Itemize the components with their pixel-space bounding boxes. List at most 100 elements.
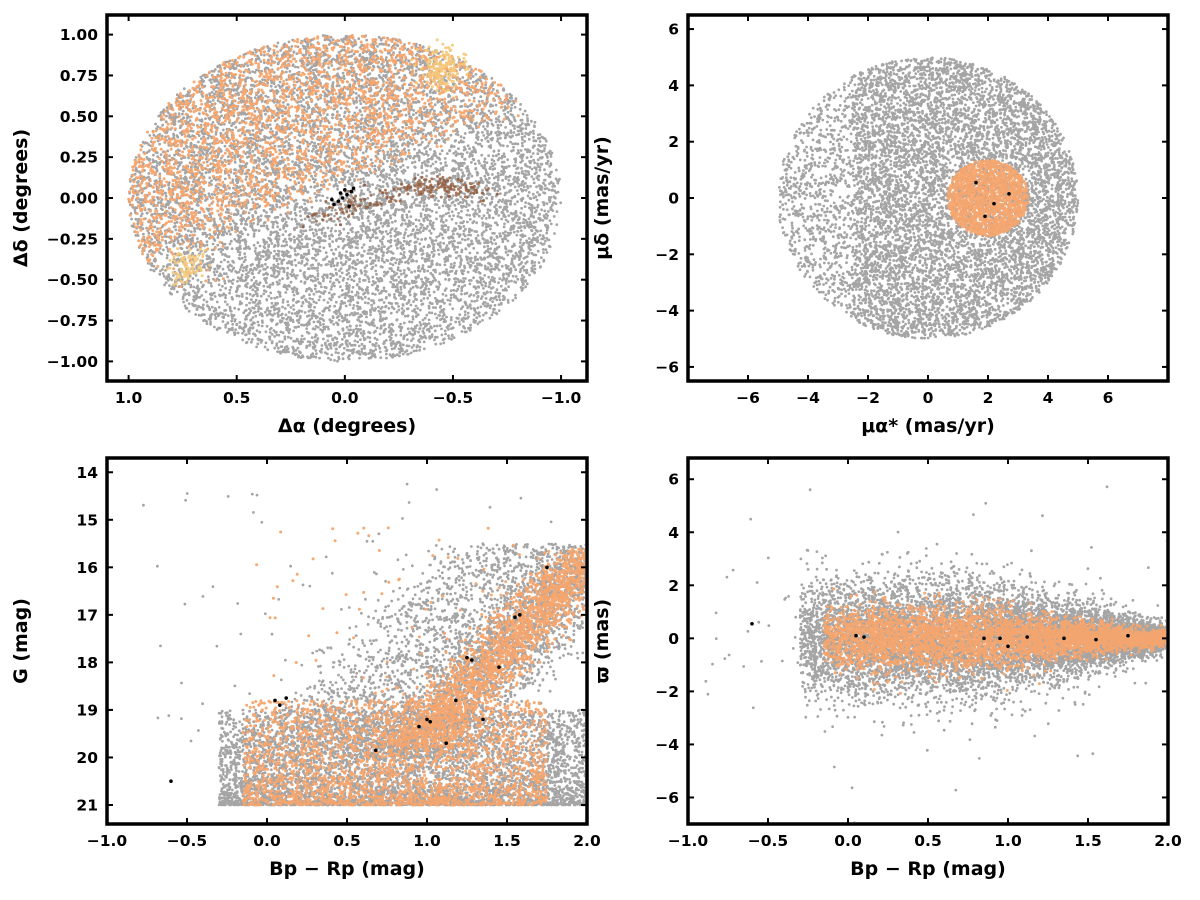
cmd-xtick-label: 1.5 xyxy=(493,832,520,850)
cmd-member-point xyxy=(481,718,485,722)
plx-member-point xyxy=(750,622,754,626)
sky-ytick-label: 0.75 xyxy=(60,67,98,85)
cmd-xtick-label: 0.0 xyxy=(253,832,281,850)
pm-ytick-label: −6 xyxy=(655,358,679,376)
sky-member-point xyxy=(337,199,341,203)
plx-member-point xyxy=(1094,638,1098,642)
sky-ytick-label: −1.00 xyxy=(47,353,98,371)
sky-member-point xyxy=(339,191,343,195)
sky-member-point xyxy=(347,204,351,208)
plx-ylabel: ϖ (mas) xyxy=(591,599,613,683)
cmd-member-point xyxy=(470,658,474,662)
plx-ytick-label: −6 xyxy=(655,789,679,807)
cmd-member-point xyxy=(273,699,277,703)
sky-ytick-label: −0.25 xyxy=(47,230,98,248)
plx-member-point xyxy=(1025,635,1029,639)
clip-cmd-marks xyxy=(142,483,588,807)
cmd-ylabel: G (mag) xyxy=(10,598,32,684)
sky-ytick-label: 0.50 xyxy=(60,108,98,126)
sky-member-point xyxy=(345,193,349,197)
cmd-member-point xyxy=(428,720,432,724)
pm-xtick-label: 0 xyxy=(923,389,934,407)
plx-xtick-label: −1.0 xyxy=(668,832,709,850)
pm-member-point xyxy=(992,202,996,206)
cmd-member-point xyxy=(465,656,469,660)
pm-ytick-label: 4 xyxy=(668,77,679,95)
pm-xtick-label: 4 xyxy=(1043,389,1054,407)
clip-pm-marks xyxy=(778,56,1079,339)
cmd-xtick-label: 2.0 xyxy=(573,832,601,850)
cmd-ytick-label: 18 xyxy=(76,654,98,672)
cmd-ytick-label: 20 xyxy=(76,749,98,767)
sky-ylabel: Δδ (degrees) xyxy=(10,129,32,267)
pm-xtick-label: −2 xyxy=(856,389,880,407)
cmd-member-point xyxy=(545,566,549,570)
plx-ytick-label: 6 xyxy=(668,471,679,489)
panel-sky: 1.0 0.5 0.0 −0.5 −1.01.000.750.500.250.00−0.… xyxy=(10,15,587,437)
sky-ytick-label: 1.00 xyxy=(60,26,98,44)
pm-member-point xyxy=(1007,192,1011,196)
cmd-member-point xyxy=(169,779,173,783)
pm-ytick-label: −4 xyxy=(655,302,679,320)
cmd-member-point xyxy=(454,699,458,703)
clip-plx-marks xyxy=(704,485,1169,831)
cmd-member-point xyxy=(497,665,501,669)
cmd-ytick-label: 14 xyxy=(76,464,98,482)
sky-xtick-label: 0.0 xyxy=(331,389,359,407)
cmd-ytick-label: 16 xyxy=(76,559,98,577)
plx-member-point xyxy=(998,637,1002,641)
pm-ytick-label: −2 xyxy=(655,246,679,264)
pm-ytick-label: 0 xyxy=(668,190,679,208)
sky-xtick-label: 0.5 xyxy=(223,389,250,407)
cmd-ytick-label: 19 xyxy=(76,701,98,719)
cmd-member-point xyxy=(444,741,448,745)
plx-ytick-label: 0 xyxy=(668,630,679,648)
plx-member-point xyxy=(854,634,858,638)
pm-xtick-label: −6 xyxy=(736,389,760,407)
pm-ylabel: μδ (mas/yr) xyxy=(591,136,613,260)
cmd-ytick-label: 21 xyxy=(76,796,98,814)
pm-ytick-label: 6 xyxy=(668,21,679,39)
cmd-xtick-label: 1.0 xyxy=(413,832,441,850)
sky-member-point xyxy=(330,198,334,202)
pm-xtick-label: 6 xyxy=(1103,389,1114,407)
plx-xtick-label: 0.5 xyxy=(914,832,941,850)
plx-ytick-label: 2 xyxy=(668,577,679,595)
sky-member-point xyxy=(352,186,356,190)
plx-member-point xyxy=(1062,637,1066,641)
pm-member-point xyxy=(983,215,987,219)
cmd-xtick-label: −0.5 xyxy=(167,832,207,850)
pm-member-point xyxy=(974,181,978,185)
plx-member-point xyxy=(982,637,986,641)
cmd-ytick-label: 15 xyxy=(76,511,98,529)
cmd-member-point xyxy=(284,696,288,700)
plx-ytick-label: −4 xyxy=(655,736,679,754)
plx-member-point xyxy=(1126,634,1130,638)
plx-ytick-label: 4 xyxy=(668,524,679,542)
pm-xtick-label: 2 xyxy=(983,389,994,407)
cmd-xlabel: Bp − Rp (mag) xyxy=(269,858,425,880)
sky-xlabel: Δα (degrees) xyxy=(278,415,416,437)
cmd-member-point xyxy=(417,725,421,729)
cmd-ytick-label: 17 xyxy=(76,606,98,624)
sky-ytick-label: −0.50 xyxy=(47,271,98,289)
sky-xtick-label: −0.5 xyxy=(433,389,473,407)
plx-xtick-label: 1.0 xyxy=(994,832,1022,850)
plx-xtick-label: 2.0 xyxy=(1154,832,1182,850)
clip-sky-marks xyxy=(127,34,562,363)
plx-xlabel: Bp − Rp (mag) xyxy=(850,858,1006,880)
sky-xtick-label: 1.0 xyxy=(115,389,143,407)
sky-member-point xyxy=(332,203,336,207)
plx-xtick-label: 1.5 xyxy=(1074,832,1101,850)
cmd-member-point xyxy=(518,613,522,617)
pm-field-points xyxy=(778,56,1079,339)
plx-xtick-label: −0.5 xyxy=(748,832,788,850)
sky-xtick-label: −1.0 xyxy=(541,389,582,407)
pm-xtick-label: −4 xyxy=(796,389,820,407)
cmd-member-point xyxy=(278,703,282,707)
panel-cmd: −1.0 −0.5 0.0 0.5 1.0 1.5 2.02120191817161514B… xyxy=(10,458,601,880)
plx-ytick-label: −2 xyxy=(655,683,679,701)
sky-member-point xyxy=(350,190,354,194)
